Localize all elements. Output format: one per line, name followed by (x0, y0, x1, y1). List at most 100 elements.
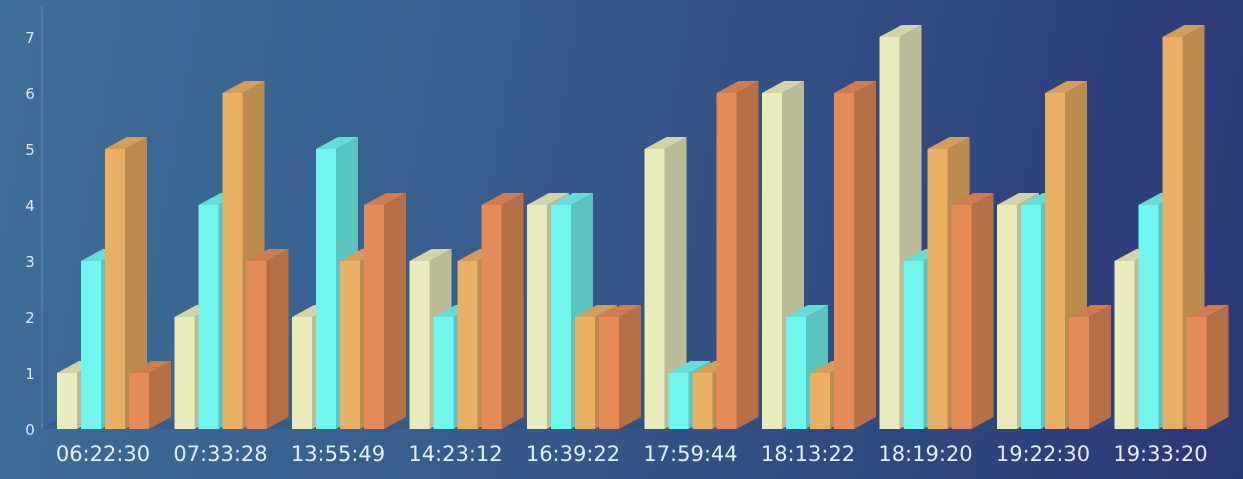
bar-13:55:49-s4 (364, 193, 406, 429)
bar-06:22:30-s4 (129, 361, 171, 429)
bar-front (1021, 205, 1041, 429)
bar-front (129, 373, 149, 429)
x-tick-label: 16:39:22 (526, 442, 620, 466)
bar-top (599, 305, 641, 317)
x-tick-label: 06:22:30 (56, 442, 150, 466)
bar-front (364, 205, 384, 429)
y-tick-label: 3 (25, 253, 35, 271)
bar-front (1186, 317, 1207, 429)
bar-top (129, 361, 171, 373)
x-tick-label: 13:55:49 (291, 442, 385, 466)
bar-14:23:12-s4 (481, 193, 524, 429)
bar-side (501, 193, 524, 429)
bar-17:59:44-s4 (716, 81, 759, 429)
y-tick-label: 2 (25, 309, 35, 327)
bar-front (246, 261, 267, 429)
bar-top (1069, 305, 1111, 317)
y-tick-label: 0 (25, 421, 35, 439)
x-tick-label: 07:33:28 (173, 442, 267, 466)
bar-top (951, 193, 994, 205)
y-tick-label: 4 (25, 197, 35, 215)
bar-17:59:44-s1 (644, 137, 687, 429)
bar-top (762, 81, 804, 93)
bar-top (1162, 25, 1205, 37)
bar-18:19:20-s4 (951, 193, 994, 429)
bar-front (810, 373, 830, 429)
bar-side (266, 249, 289, 429)
bar-front (57, 373, 77, 429)
bar-front (575, 317, 595, 429)
bar-front (457, 261, 478, 429)
bar-front (762, 93, 782, 429)
bar-front (292, 317, 312, 429)
bar-top (644, 137, 687, 149)
bar-top (879, 25, 922, 37)
bar-16:39:22-s4 (599, 305, 641, 429)
bar-front (551, 205, 571, 429)
bar-front (716, 93, 737, 429)
bar-top (716, 81, 759, 93)
bar-19:22:30-s4 (1069, 305, 1111, 429)
bar-06:22:30-s3 (105, 137, 147, 429)
bar-side (384, 193, 406, 429)
bar-front (668, 373, 689, 429)
bar-side (125, 137, 147, 429)
bar-front (997, 205, 1017, 429)
bar-top (1045, 81, 1087, 93)
bar-front (105, 149, 125, 429)
bar-top (246, 249, 289, 261)
bar-front (1045, 93, 1065, 429)
bar-front (409, 261, 430, 429)
bar-front (644, 149, 665, 429)
bar-front (481, 205, 502, 429)
bar-top (786, 305, 828, 317)
bar-top (364, 193, 406, 205)
y-tick-label: 5 (25, 141, 35, 159)
bar-front (1069, 317, 1089, 429)
bar-top (105, 137, 147, 149)
bar-top (997, 193, 1039, 205)
bar-top (1186, 305, 1229, 317)
x-tick-label: 14:23:12 (408, 442, 502, 466)
bar-front (1138, 205, 1159, 429)
bar-front (316, 149, 336, 429)
bar-side (1089, 305, 1111, 429)
bar-front (786, 317, 806, 429)
bar-front (198, 205, 219, 429)
x-tick-label: 18:19:20 (878, 442, 972, 466)
x-tick-label: 18:13:22 (761, 442, 855, 466)
x-ticks: 06:22:30 07:33:28 13:55:49 14:23:12 16:39:22… (56, 442, 1208, 466)
bar-front (340, 261, 360, 429)
bar-top (222, 81, 265, 93)
bar-front (433, 317, 454, 429)
bar-top (409, 249, 452, 261)
bar-front (951, 205, 972, 429)
bar-front (527, 205, 547, 429)
bar-18:13:22-s4 (834, 81, 876, 429)
bar-front (81, 261, 101, 429)
bar-front (903, 261, 924, 429)
bar-side (664, 137, 687, 429)
bar-front (927, 149, 948, 429)
bar-front (1114, 261, 1135, 429)
bar-top (927, 137, 970, 149)
y-tick-label: 6 (25, 85, 35, 103)
y-tick-label: 7 (25, 29, 35, 47)
bar-side (1206, 305, 1229, 429)
bars-layer (57, 25, 1229, 429)
bar-side (619, 305, 641, 429)
bar-side (149, 361, 171, 429)
bar-front (174, 317, 195, 429)
bar-front (692, 373, 713, 429)
bar-front (879, 37, 900, 429)
bar-front (222, 93, 243, 429)
y-ticks: 0 1 2 3 4 5 6 7 (25, 29, 35, 439)
x-tick-label: 17:59:44 (643, 442, 737, 466)
bar-top (575, 305, 617, 317)
bar-top (316, 137, 358, 149)
bar-side (971, 193, 994, 429)
x-tick-label: 19:22:30 (996, 442, 1090, 466)
bar-top (668, 361, 711, 373)
